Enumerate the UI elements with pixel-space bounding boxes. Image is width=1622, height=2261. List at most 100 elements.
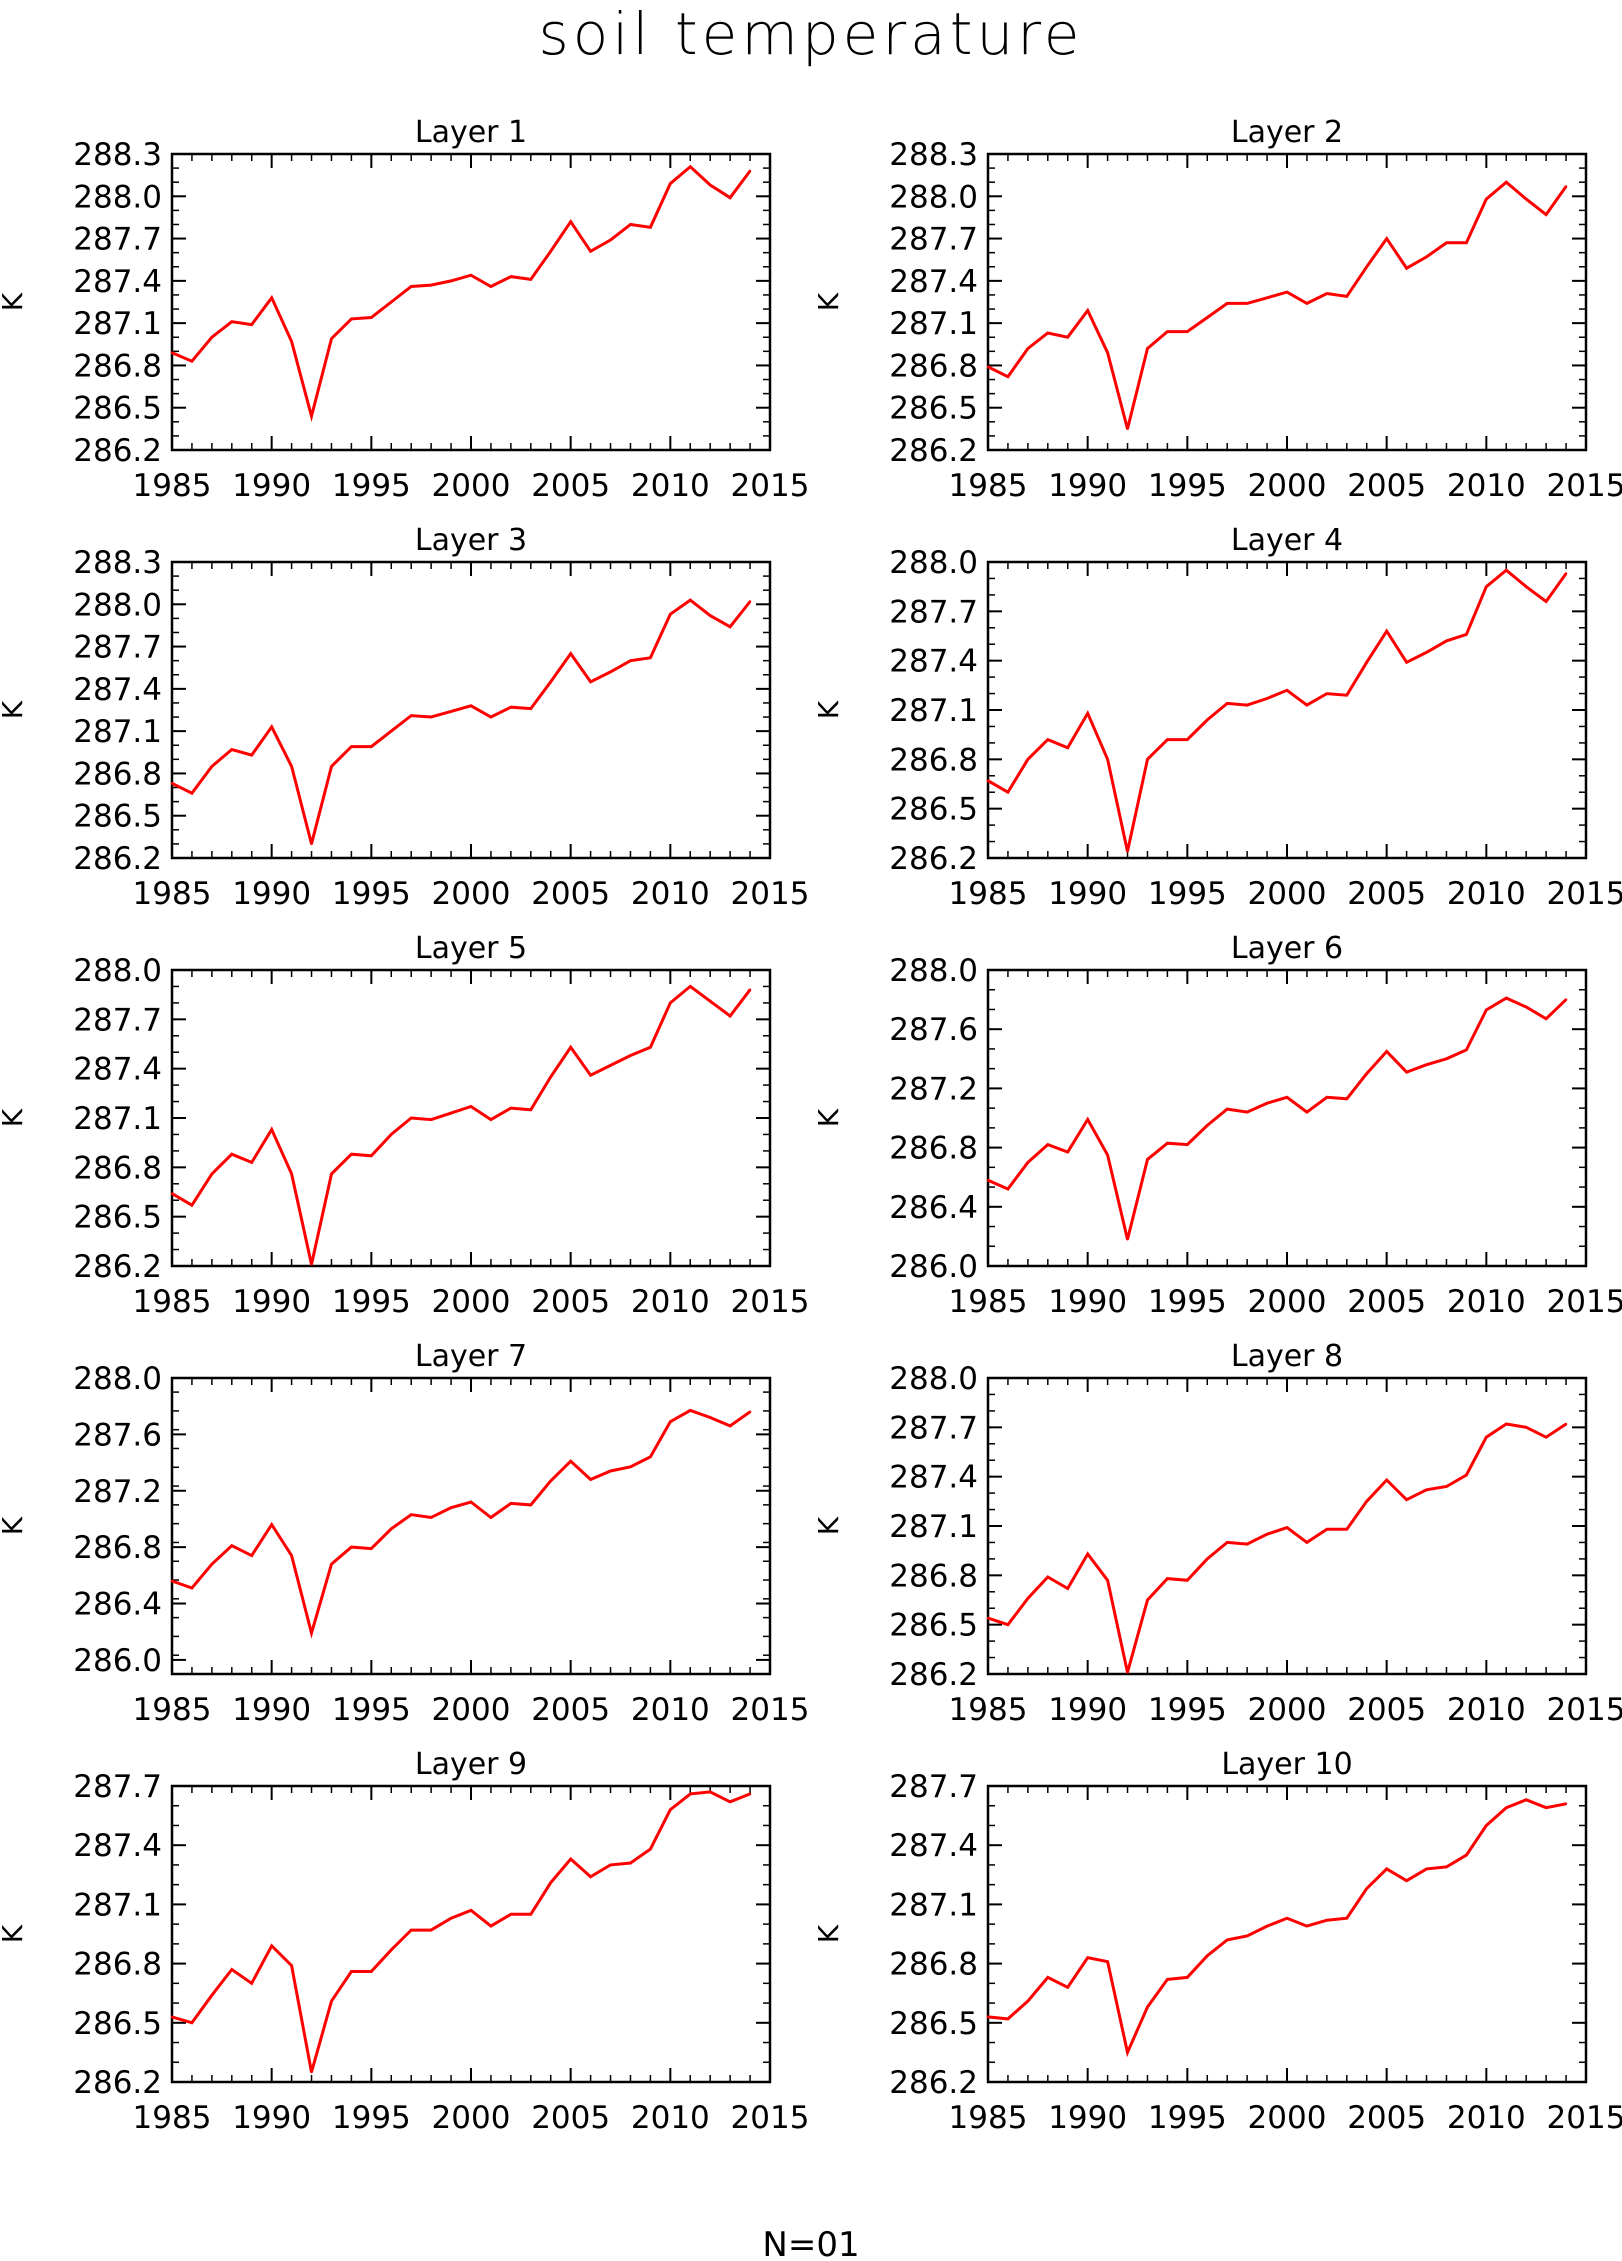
data-point xyxy=(509,275,513,278)
data-point xyxy=(509,1913,513,1916)
data-point xyxy=(1365,265,1368,268)
y-tick-label: 288.3 xyxy=(73,545,162,581)
panel-title: Layer 9 xyxy=(415,1747,527,1782)
data-point xyxy=(270,725,273,729)
x-tick-label: 1985 xyxy=(949,2100,1028,2136)
data-point xyxy=(1465,241,1468,244)
data-point xyxy=(748,600,752,603)
data-point xyxy=(569,220,572,223)
x-tick-label: 2015 xyxy=(1547,876,1622,912)
x-tick-label: 1990 xyxy=(1048,1284,1127,1320)
data-point xyxy=(1465,1048,1468,1052)
y-tick-label: 286.2 xyxy=(889,841,978,877)
data-point xyxy=(1066,1150,1069,1154)
data-point xyxy=(1106,758,1109,761)
data-point xyxy=(728,625,732,629)
data-point xyxy=(649,656,652,660)
data-point xyxy=(1425,1488,1428,1492)
x-tick-label: 2010 xyxy=(1447,468,1526,504)
data-point xyxy=(1325,292,1329,295)
y-tick-label: 287.1 xyxy=(73,306,162,342)
x-tick-label: 2005 xyxy=(531,1692,610,1728)
data-point xyxy=(509,1502,513,1505)
data-point xyxy=(489,1118,493,1121)
data-point xyxy=(429,1516,433,1519)
data-point xyxy=(1465,633,1468,636)
data-point xyxy=(1265,296,1269,299)
x-tick-label: 2015 xyxy=(731,468,810,504)
y-tick-label: 287.4 xyxy=(889,1828,978,1864)
data-point xyxy=(1086,1552,1089,1556)
data-point xyxy=(609,238,612,242)
x-tick-label: 1985 xyxy=(133,1284,212,1320)
data-point xyxy=(190,2021,194,2025)
data-point xyxy=(1445,1485,1448,1488)
data-point xyxy=(290,1554,293,1557)
data-point xyxy=(1066,1587,1069,1590)
data-point xyxy=(609,1064,612,1067)
data-point xyxy=(449,710,453,713)
data-point xyxy=(230,748,233,751)
x-tick-label: 1985 xyxy=(133,468,212,504)
plot-frame xyxy=(170,1784,772,2084)
data-point xyxy=(689,598,692,602)
data-point xyxy=(270,1523,273,1526)
y-tick-label: 286.8 xyxy=(889,1558,978,1594)
data-point xyxy=(689,985,692,988)
data-point xyxy=(1385,237,1388,240)
panel-7: Layer 7 288.0 287.6 287.2 286.8 286.4 286.0 198… xyxy=(0,1339,809,1728)
x-tick-label: 2005 xyxy=(1347,876,1426,912)
panel-6: Layer 6 288.0 287.6 287.2 286.8 286.4 286.0198… xyxy=(812,931,1622,1320)
data-point xyxy=(170,782,174,785)
x-tick-label: 1990 xyxy=(232,1692,311,1728)
panel-2: Layer 2 288.3 288.0 287.7 287.4 287.1 286.8 286… xyxy=(812,115,1622,504)
data-point xyxy=(1026,1999,1030,2003)
data-point xyxy=(1086,1956,1089,1959)
data-point xyxy=(310,414,313,418)
data-point xyxy=(609,670,612,674)
data-point xyxy=(1166,1577,1169,1580)
data-point xyxy=(390,1948,393,1951)
data-point xyxy=(1485,1008,1488,1012)
data-point xyxy=(1425,651,1428,654)
y-tick-label: 286.2 xyxy=(73,841,162,877)
x-tick-label: 2005 xyxy=(1347,2100,1426,2136)
x-tick-label: 2010 xyxy=(1447,876,1526,912)
y-axis-label: K xyxy=(0,1108,29,1127)
data-point xyxy=(509,705,513,709)
x-tick-label: 2010 xyxy=(631,1692,710,1728)
data-point xyxy=(689,165,692,168)
data-point xyxy=(709,183,712,187)
data-point xyxy=(330,1999,333,2003)
data-point xyxy=(410,1116,413,1120)
y-tick-label: 286.5 xyxy=(73,391,162,427)
x-tick-label: 2010 xyxy=(1447,1284,1526,1320)
data-point xyxy=(569,1046,572,1049)
y-tick-label: 288.0 xyxy=(889,953,978,989)
x-tick-label: 1990 xyxy=(232,2100,311,2136)
data-point xyxy=(390,729,393,733)
y-tick-label: 288.0 xyxy=(889,1361,978,1397)
x-tick-label: 1985 xyxy=(949,1692,1028,1728)
panel-10: Layer 10287.7287.4287.1286.8286.5286.219… xyxy=(812,1747,1622,2136)
data-point xyxy=(250,323,253,326)
y-tick-label: 288.0 xyxy=(73,953,162,989)
panel-title: Layer 8 xyxy=(1231,1339,1343,1374)
data-point xyxy=(390,1133,393,1136)
data-point xyxy=(589,1074,592,1077)
x-tick-label: 2000 xyxy=(432,1692,511,1728)
data-point xyxy=(230,1544,233,1547)
y-tick-label: 287.1 xyxy=(73,1101,162,1137)
y-tick-label: 287.7 xyxy=(73,1002,162,1038)
data-point xyxy=(469,704,473,707)
data-point xyxy=(390,1527,393,1531)
data-point xyxy=(748,169,752,173)
plot-frame xyxy=(986,968,1588,1268)
data-point xyxy=(1146,2005,1149,2009)
panel-8: Layer 8 288.0 287.7 287.4 287.1 286.8 286.5 286… xyxy=(812,1339,1622,1728)
data-point xyxy=(310,842,313,846)
data-point xyxy=(1405,1498,1408,1501)
y-tick-label: 287.7 xyxy=(889,222,978,258)
y-tick-label: 286.2 xyxy=(73,1249,162,1285)
data-point xyxy=(330,1562,333,1566)
